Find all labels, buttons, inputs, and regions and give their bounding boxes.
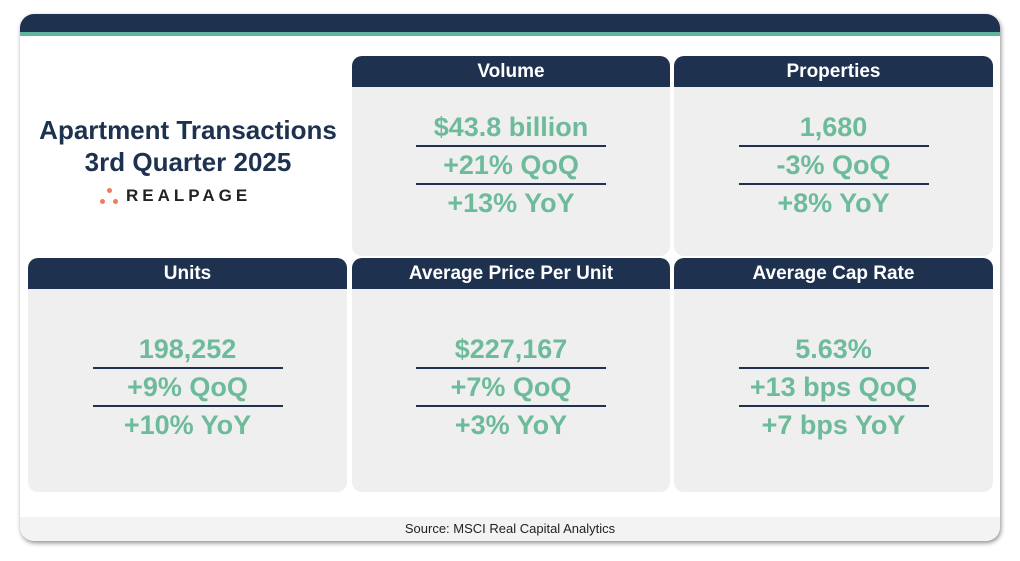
card-qoq: +7% QoQ (416, 369, 606, 407)
title-line-1: Apartment Transactions (39, 115, 337, 145)
top-bar (20, 14, 1000, 32)
card-volume: Volume $43.8 billion +21% QoQ +13% YoY (352, 56, 670, 256)
logo-dots-icon (100, 186, 120, 206)
card-yoy: +10% YoY (123, 410, 252, 440)
card-yoy: +13% YoY (447, 188, 575, 218)
card-value: 198,252 (92, 331, 283, 369)
card-qoq: +13 bps QoQ (738, 369, 929, 407)
card-header: Volume (352, 56, 670, 87)
card-value: 5.63% (738, 331, 929, 369)
card-qoq: +9% QoQ (92, 369, 283, 407)
card-yoy: +7 bps YoY (761, 410, 906, 440)
page-title: Apartment Transactions 3rd Quarter 2025 (28, 114, 348, 178)
card-value: $227,167 (416, 331, 606, 369)
accent-line (20, 32, 1000, 36)
card-qoq: +21% QoQ (416, 147, 606, 185)
title-line-2: 3rd Quarter 2025 (84, 147, 292, 177)
card-average-price-per-unit: Average Price Per Unit $227,167 +7% QoQ +3… (352, 258, 670, 492)
card-average-cap-rate: Average Cap Rate 5.63% +13 bps QoQ +7 bps … (674, 258, 993, 492)
logo-text: REALPAGE (126, 186, 252, 205)
card-header: Average Price Per Unit (352, 258, 670, 289)
realpage-logo: REALPAGE (100, 186, 251, 206)
card-qoq: -3% QoQ (738, 147, 929, 185)
card-header: Average Cap Rate (674, 258, 993, 289)
infographic-frame: Apartment Transactions 3rd Quarter 2025 R… (20, 14, 1000, 541)
source-note: Source: MSCI Real Capital Analytics (20, 517, 1000, 541)
card-header: Properties (674, 56, 993, 87)
card-header: Units (28, 258, 347, 289)
card-value: $43.8 billion (416, 109, 606, 147)
card-units: Units 198,252 +9% QoQ +10% YoY (28, 258, 347, 492)
card-properties: Properties 1,680 -3% QoQ +8% YoY (674, 56, 993, 256)
card-yoy: +8% YoY (777, 188, 890, 218)
card-value: 1,680 (738, 109, 929, 147)
card-yoy: +3% YoY (454, 410, 568, 440)
